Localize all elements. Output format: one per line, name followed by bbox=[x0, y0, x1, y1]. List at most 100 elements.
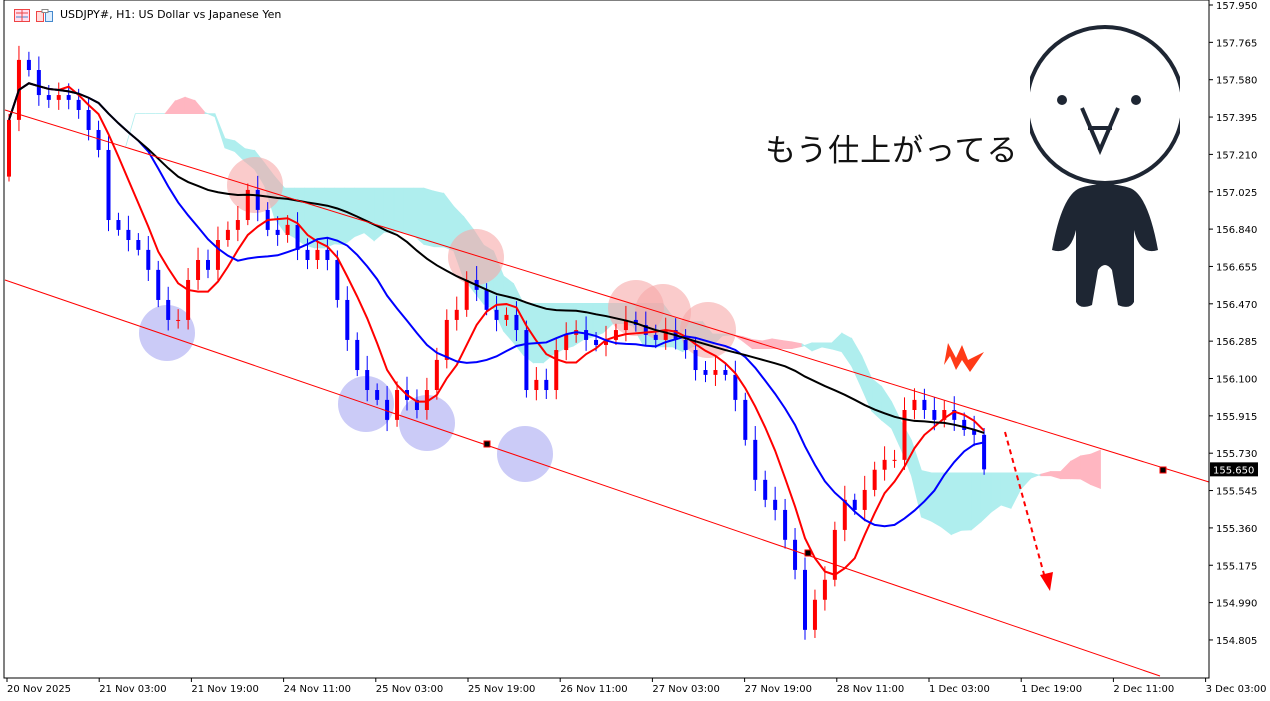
price-tick-label: 155.915 bbox=[1216, 412, 1257, 423]
candle-body bbox=[643, 324, 648, 335]
candle bbox=[375, 383, 380, 406]
candle bbox=[126, 215, 131, 252]
candle-body bbox=[66, 95, 71, 100]
candle bbox=[235, 205, 240, 242]
candle-body bbox=[594, 339, 599, 345]
candle-body bbox=[196, 259, 201, 280]
time-tick-label: 24 Nov 11:00 bbox=[284, 684, 351, 695]
candle-body bbox=[743, 399, 748, 440]
candle-body bbox=[803, 569, 807, 630]
candle bbox=[763, 470, 768, 508]
candle-body bbox=[146, 249, 151, 270]
cloud-segment bbox=[532, 303, 544, 364]
candle bbox=[454, 296, 459, 331]
forecast-arrow-head bbox=[1040, 572, 1053, 591]
candle bbox=[444, 309, 449, 369]
channel-upper-line[interactable] bbox=[4, 109, 1210, 483]
candle bbox=[225, 221, 230, 247]
candle-body bbox=[96, 129, 101, 150]
cloud-segment bbox=[950, 472, 962, 536]
candle-body bbox=[424, 390, 429, 410]
candle-body bbox=[206, 259, 210, 270]
candle-body bbox=[882, 459, 887, 470]
cloud-segment bbox=[383, 187, 395, 233]
channel-anchor-point[interactable] bbox=[1159, 466, 1167, 474]
candle bbox=[912, 388, 917, 420]
candle-body bbox=[235, 220, 240, 230]
candle-body bbox=[683, 339, 688, 351]
candle bbox=[345, 286, 350, 351]
character-body bbox=[1052, 184, 1158, 307]
channel-anchor-point[interactable] bbox=[804, 549, 812, 557]
candle bbox=[156, 260, 161, 308]
candle bbox=[424, 377, 429, 420]
candle-body bbox=[156, 269, 161, 300]
candle-body bbox=[46, 95, 51, 100]
time-tick-label: 1 Dec 03:00 bbox=[929, 684, 990, 695]
candle bbox=[36, 56, 41, 106]
candle-body bbox=[812, 599, 817, 630]
candle-body bbox=[504, 314, 509, 320]
candle-body bbox=[932, 409, 937, 420]
candle-body bbox=[534, 379, 539, 391]
current-price-box bbox=[1210, 462, 1258, 477]
forecast-arrow-line bbox=[1004, 431, 1046, 579]
price-tick-label: 156.655 bbox=[1216, 262, 1257, 273]
candle-body bbox=[514, 314, 519, 331]
time-tick-label: 25 Nov 03:00 bbox=[376, 684, 443, 695]
price-tick-label: 157.765 bbox=[1216, 38, 1257, 49]
candle-body bbox=[444, 319, 449, 360]
candle-body bbox=[842, 499, 847, 530]
candle bbox=[653, 324, 658, 349]
candle bbox=[663, 317, 668, 350]
candle-body bbox=[763, 479, 768, 500]
candle bbox=[524, 320, 529, 398]
candle-body bbox=[365, 370, 370, 391]
candle-body bbox=[106, 149, 111, 221]
candle bbox=[484, 283, 489, 316]
candle-body bbox=[663, 330, 668, 340]
cloud-segment bbox=[781, 340, 793, 349]
candle-body bbox=[335, 259, 340, 300]
candle-body bbox=[852, 499, 857, 510]
candle-body bbox=[544, 379, 549, 391]
candle bbox=[56, 82, 61, 110]
candle-body bbox=[952, 409, 957, 420]
chart-window-icon[interactable] bbox=[36, 7, 53, 22]
highlight-circle bbox=[497, 426, 553, 482]
cartoon-character bbox=[1030, 25, 1180, 307]
cloud-segment bbox=[333, 187, 345, 246]
candle-body bbox=[982, 434, 987, 470]
candle-body bbox=[972, 429, 977, 435]
time-tick-label: 1 Dec 19:00 bbox=[1021, 684, 1082, 695]
candle bbox=[215, 226, 220, 281]
candle bbox=[554, 338, 559, 400]
chart-list-icon[interactable] bbox=[14, 7, 30, 22]
candle bbox=[494, 295, 499, 332]
cloud-segment bbox=[1000, 472, 1012, 509]
cloud-segment bbox=[970, 472, 982, 531]
candle-body bbox=[733, 374, 738, 400]
candle bbox=[643, 311, 648, 346]
candle bbox=[743, 392, 748, 446]
channel-lower-line[interactable] bbox=[4, 279, 1161, 677]
candle bbox=[683, 329, 688, 359]
channel-anchor-point[interactable] bbox=[483, 440, 491, 448]
time-tick-label: 28 Nov 11:00 bbox=[837, 684, 904, 695]
candle bbox=[713, 356, 718, 386]
highlight-circle bbox=[680, 302, 736, 358]
candle bbox=[315, 238, 320, 270]
character-head bbox=[1030, 25, 1180, 185]
candle bbox=[275, 216, 280, 246]
price-tick-label: 154.990 bbox=[1216, 599, 1257, 610]
candle-body bbox=[275, 229, 280, 235]
candle-body bbox=[7, 119, 11, 177]
candle bbox=[245, 183, 250, 226]
candle bbox=[892, 449, 897, 468]
character-mouth bbox=[1080, 107, 1120, 156]
candle bbox=[534, 367, 539, 401]
price-tick-label: 156.470 bbox=[1216, 300, 1257, 311]
candle-body bbox=[912, 399, 917, 410]
candle bbox=[106, 136, 111, 232]
